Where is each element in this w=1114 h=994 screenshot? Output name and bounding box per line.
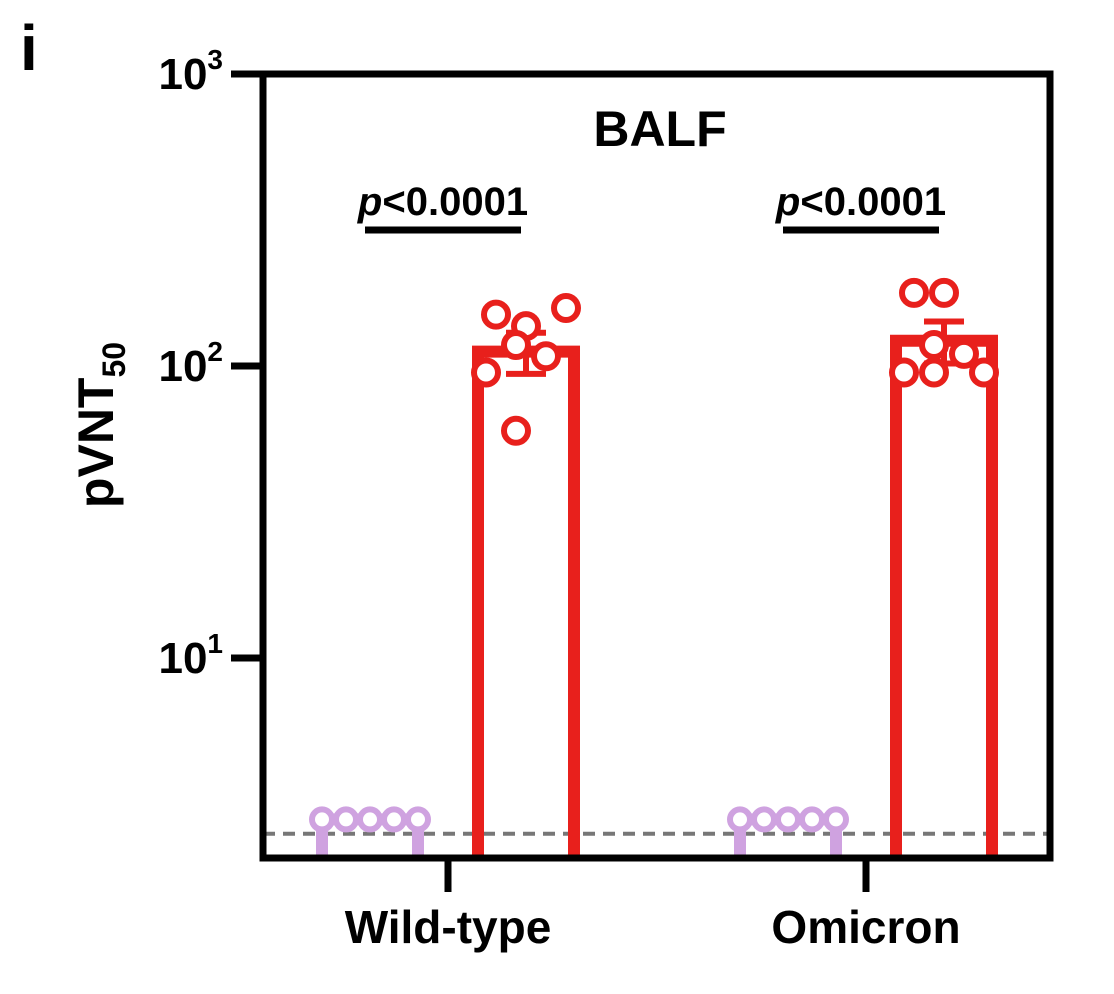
chart-title: BALF	[593, 101, 726, 157]
data-point-omicron-treated	[919, 330, 949, 361]
y-tick-base: 10	[158, 634, 207, 683]
p-value-text: <0.0001	[382, 180, 528, 224]
data-point-wild-type-control	[381, 806, 407, 833]
data-point-wild-type-treated	[551, 292, 581, 323]
data-point-wild-type-treated	[481, 299, 511, 330]
data-point-wild-type-treated	[501, 330, 531, 361]
data-point-wild-type-treated	[471, 357, 501, 388]
p-value-label: p<0.0001	[775, 180, 946, 224]
y-tick-label: 101	[158, 628, 223, 683]
data-point-omicron-treated	[929, 277, 959, 308]
data-point-wild-type-control	[333, 806, 359, 833]
p-value-label: p<0.0001	[357, 180, 528, 224]
y-axis-label: pVNT50	[68, 342, 132, 508]
data-point-omicron-treated	[949, 338, 979, 369]
p-value-italic: p	[357, 180, 382, 224]
panel-label: i	[20, 12, 38, 84]
data-point-omicron-treated	[889, 357, 919, 388]
y-axis-label-subscript: 50	[96, 342, 132, 378]
data-point-omicron-treated	[899, 277, 929, 308]
data-point-omicron-treated	[919, 357, 949, 388]
y-tick-label: 102	[158, 336, 223, 391]
y-tick-exponent: 2	[207, 336, 223, 367]
data-point-wild-type-control	[309, 806, 335, 833]
data-point-omicron-control	[727, 806, 753, 833]
p-value-text: <0.0001	[800, 180, 946, 224]
y-tick-base: 10	[158, 342, 207, 391]
y-tick-base: 10	[158, 50, 207, 99]
x-tick-label: Omicron	[771, 901, 960, 953]
data-point-wild-type-treated	[531, 341, 561, 372]
data-point-omicron-control	[799, 806, 825, 833]
plot-frame	[259, 70, 1054, 862]
data-point-omicron-control	[823, 806, 849, 833]
y-tick-label: 103	[158, 44, 223, 99]
data-point-wild-type-treated	[501, 415, 531, 446]
y-axis-label-main: pVNT	[68, 378, 124, 509]
data-point-wild-type-control	[405, 806, 431, 833]
data-point-omicron-control	[751, 806, 777, 833]
x-tick-label: Wild-type	[345, 901, 552, 953]
plot-area: p<0.0001Wild-typep<0.0001Omicron10110210…	[158, 44, 1054, 953]
data-point-omicron-treated	[969, 357, 999, 388]
data-point-omicron-control	[775, 806, 801, 833]
p-value-italic: p	[775, 180, 800, 224]
data-point-wild-type-control	[357, 806, 383, 833]
bar-omicron-treated	[890, 334, 998, 858]
y-tick-exponent: 1	[207, 628, 223, 659]
y-tick-exponent: 3	[207, 44, 223, 75]
